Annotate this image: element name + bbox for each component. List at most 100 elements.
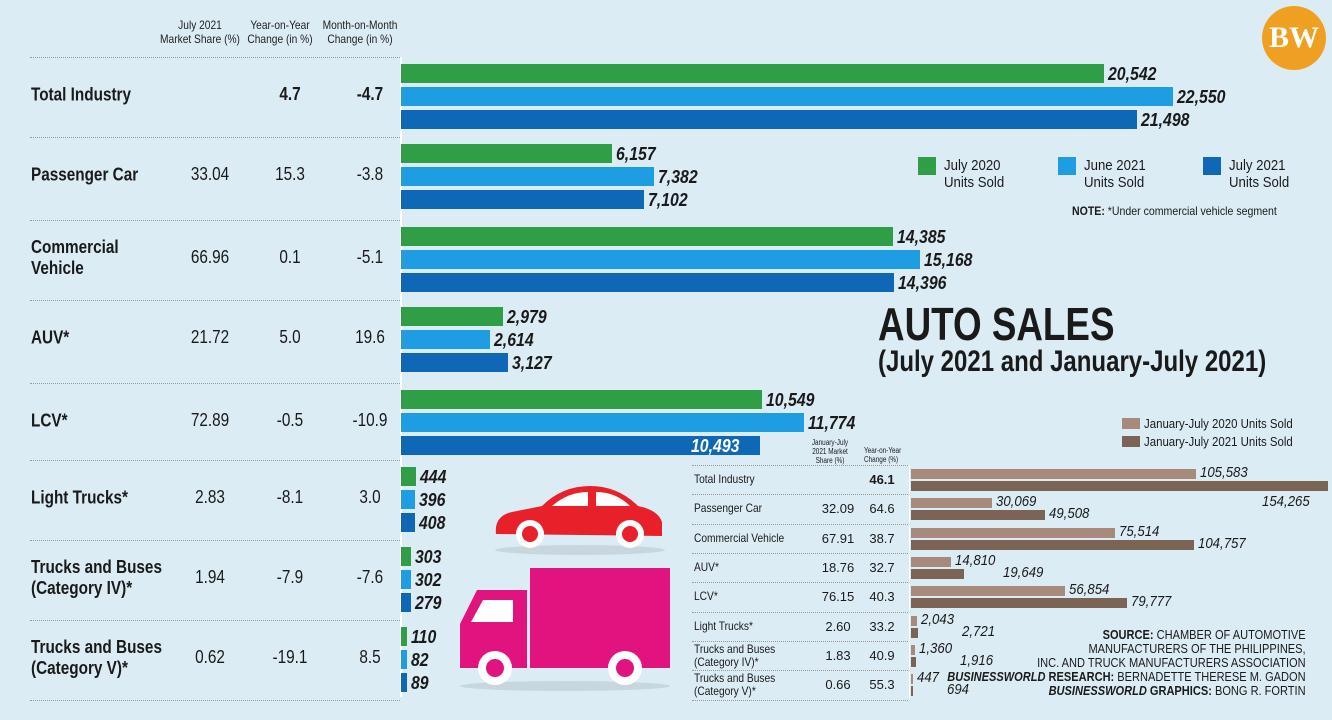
row-label: AUV* [694,559,719,574]
bar [401,227,894,246]
row-label: Trucks and Buses (Category IV)* [694,641,776,669]
bar [401,167,654,186]
car-icon [495,486,665,555]
header-line: July 2021 [178,18,222,32]
cell-value: 55.3 [869,677,895,693]
cell-value: -0.5 [276,410,304,430]
cell-value: -7.9 [276,567,304,587]
row-divider [692,465,908,466]
bar [401,467,417,486]
cell-value: -7.6 [356,567,384,587]
data-label: 2,043 [920,610,954,628]
source-text: MANUFACTURERS OF THE PHILIPPINES, [1088,641,1306,656]
source-bold: SOURCE: [1102,627,1154,642]
cell-value: 8.5 [359,647,381,667]
data-label: 21,498 [1140,110,1190,130]
bar [401,353,509,372]
bar [401,87,1173,106]
row-label: Trucks and Buses (Category V)* [31,637,162,678]
row-divider [692,700,908,701]
data-label: 7,382 [657,167,698,187]
cell-value: 32.09 [821,501,855,517]
bar [911,498,993,509]
bar [911,469,1197,479]
row-label: LCV* [694,589,718,604]
row-label: Light Trucks* [694,618,753,633]
legend-swatch [918,157,936,175]
bar [401,273,894,292]
bar [911,586,1065,597]
row-divider [30,137,400,138]
row-label: LCV* [31,410,68,431]
legend-swatch [1203,157,1221,175]
row-divider [692,582,908,584]
truck-icon [460,568,670,691]
data-label: 694 [947,681,970,699]
row-label: Passenger Car [31,164,139,185]
cell-value: 76.15 [821,589,855,605]
data-label: 75,514 [1119,522,1160,540]
row-divider [30,383,400,384]
cell-value: 4.7 [279,84,301,104]
data-label: 1,360 [918,639,952,657]
source-italic: BUSINESSWORLD [947,669,1046,684]
cell-value: -10.9 [352,410,388,430]
bar [401,490,415,509]
legend-swatch [1122,436,1140,447]
cell-value: 3.0 [359,487,381,507]
data-label: 11,774 [808,413,856,433]
data-label: 22,550 [1177,87,1226,107]
row-label: Total Industry [31,84,132,105]
source-credits: SOURCE: CHAMBER OF AUTOMOTIVE MANUFACTURE… [948,628,1306,698]
bar [401,593,411,612]
header-line: Change (%) [864,455,899,464]
data-label: 447 [917,669,940,687]
bar [911,527,1116,538]
row-divider [692,611,908,613]
source-text: BONG R. FORTIN [1212,683,1306,698]
bar [401,307,503,326]
bar [401,627,407,646]
source-italic: BUSINESSWORLD [1048,683,1148,698]
data-label: 154,265 [1262,493,1310,510]
data-label: 79,777 [1130,593,1172,611]
header-line: Change (in %) [327,32,393,46]
row-label: Commercial Vehicle [31,237,119,278]
data-label: 2,614 [494,330,535,350]
source-line: BUSINESSWORLD GRAPHICS: BONG R. FORTIN [948,684,1306,698]
data-label: 82 [411,650,429,670]
data-label: 6,157 [615,144,656,164]
row-label: Trucks and Buses (Category IV)* [31,557,162,598]
header-line: Year-on-Year [250,18,310,32]
bar [911,481,1328,491]
cell-value: 1.83 [825,647,851,663]
data-label: 1,916 [959,651,993,669]
cell-value: 46.1 [869,472,895,487]
cell-value: 18.76 [821,559,855,575]
row-divider [692,640,908,642]
column-header: July 2021 Market Share (%) [158,18,243,46]
row-divider [30,460,400,461]
row-divider [30,57,400,58]
column-header: Month-on-Month Change (in %) [318,18,403,46]
cell-value: 67.91 [821,530,855,546]
bar [401,330,491,349]
bar [911,615,917,626]
cell-value: -19.1 [272,647,308,667]
data-label: 2,979 [506,307,547,327]
source-text: BERNADETTE THERESE M. GADON [1114,669,1306,684]
row-label: Light Trucks* [31,487,128,508]
row-divider [30,620,400,621]
cell-value: -8.1 [276,487,304,507]
data-label: 19,649 [1003,563,1044,581]
column-header: Year-on-Year Change (in %) [238,18,323,46]
cell-value: 33.04 [190,164,230,184]
header-line: Year-on-Year [864,446,902,455]
bar [401,64,1105,83]
bar [401,547,412,566]
data-label: 10,549 [766,390,815,410]
data-label: 14,385 [897,227,946,247]
row-label: AUV* [31,327,70,348]
data-label: 3,127 [512,353,552,373]
cell-value: 5.0 [279,327,301,347]
